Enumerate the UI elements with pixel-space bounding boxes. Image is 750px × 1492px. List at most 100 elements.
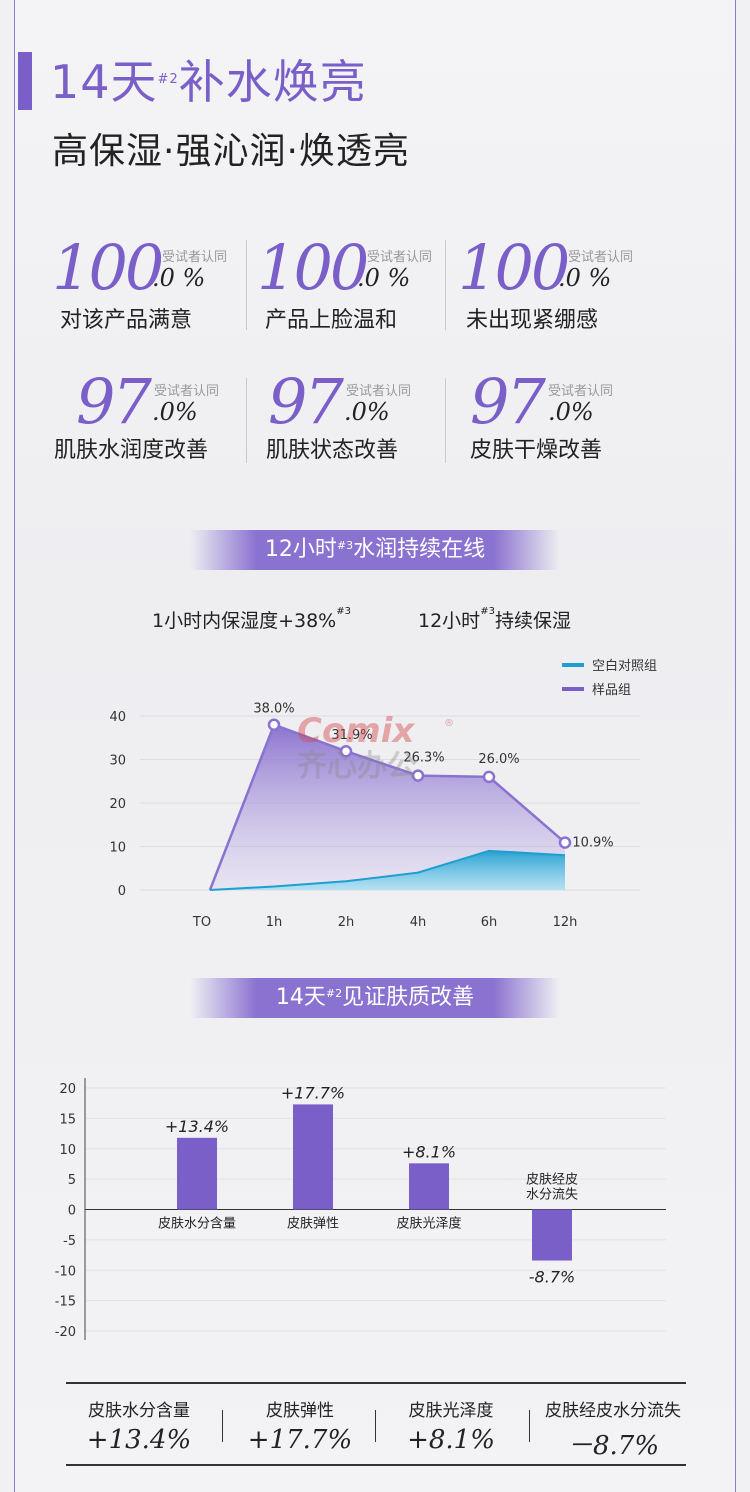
watermark-reg: ®: [444, 718, 454, 729]
hero-title-footnote: #2: [157, 72, 179, 87]
x-tick-label: 1h: [266, 915, 283, 930]
y-tick-label: 15: [59, 1112, 76, 1127]
caption-footnote: #3: [336, 606, 351, 617]
banner-footnote: #2: [325, 987, 343, 1000]
category-label: 皮肤弹性: [287, 1217, 339, 1232]
stat-decimal: .0%: [152, 398, 198, 426]
y-tick-label: 0: [68, 1204, 76, 1219]
summary-value: +13.4%: [86, 1425, 192, 1455]
summary-value: +8.1%: [407, 1425, 495, 1455]
y-tick-label: 30: [109, 754, 126, 769]
bar: [293, 1104, 333, 1210]
banner-text: 见证肤质改善: [342, 985, 475, 1010]
section-banner-hydration: 12小时#3水润持续在线: [190, 530, 560, 570]
divider: [246, 240, 247, 330]
control-series-line: [209, 849, 566, 891]
legend-swatch-control: [562, 663, 584, 667]
stat-tag: 受试者认同: [367, 250, 433, 265]
banner-text: 水润持续在线: [353, 537, 486, 562]
stat-tag: 受试者认同: [162, 250, 228, 265]
sample-area-fill: [210, 724, 565, 890]
category-label: 水分流失: [526, 1188, 578, 1203]
sample-data-label: 26.3%: [403, 751, 444, 766]
stat-card: 97 受试者认同 .0% 肌肤状态改善: [266, 365, 468, 480]
y-tick-label: 20: [59, 1082, 76, 1097]
divider: [246, 378, 247, 463]
hydration-area-chart: 0 10 20 30 40 TO 1h 2h 4h 6h 12h 38.0% 31.9% 26.3% 2…: [109, 658, 657, 930]
hero-title-text: 补水焕亮: [178, 55, 367, 109]
y-tick-label: 0: [118, 884, 126, 899]
watermark-cn: 齐心办公: [297, 749, 417, 784]
summary-label: 皮肤弹性: [266, 1401, 334, 1421]
bar: [409, 1163, 449, 1210]
bar-data-label: +8.1%: [402, 1142, 456, 1161]
watermark-brand: Comix: [297, 711, 415, 751]
summary-item: 皮肤水分含量 +13.4%: [64, 1396, 214, 1455]
y-tick-label: -5: [63, 1234, 76, 1249]
category-label: 皮肤水分含量: [158, 1216, 236, 1232]
sample-point: [339, 744, 353, 758]
x-tick-label: TO: [192, 915, 211, 930]
hero-accent-bar: [18, 52, 32, 110]
caption-text: 1小时内保湿度+38%: [152, 610, 337, 632]
bar: [177, 1137, 217, 1210]
y-tick-label: -15: [55, 1295, 76, 1310]
y-tick-label: -10: [55, 1264, 76, 1279]
stat-value: 97: [76, 365, 152, 438]
stat-tag: 受试者认同: [548, 384, 614, 399]
sample-data-label: 31.9%: [331, 728, 372, 743]
bar-data-label: +13.4%: [165, 1117, 229, 1136]
stat-card: 97 受试者认同 .0% 皮肤干燥改善: [470, 370, 670, 480]
stat-decimal: .0 %: [558, 264, 612, 292]
summary-label: 皮肤光泽度: [408, 1401, 494, 1421]
summary-value: +17.7%: [247, 1425, 353, 1455]
hero-subtitle: 高保湿·强沁润·焕透亮: [52, 131, 410, 172]
stat-card: 100 受试者认同 .0 % 未出现紧绷感: [458, 236, 658, 346]
bar: [532, 1209, 572, 1261]
divider: [529, 1410, 530, 1442]
caption-footnote: #3: [480, 606, 495, 617]
legend-swatch-sample: [562, 687, 584, 691]
banner-text: 14天: [275, 985, 326, 1010]
y-tick-label: 5: [68, 1173, 76, 1188]
sample-data-label: 38.0%: [253, 702, 294, 717]
stat-label: 皮肤干燥改善: [470, 438, 603, 463]
summary-item: 皮肤经皮水分流失 －8.7%: [538, 1396, 688, 1462]
stat-decimal: .0 %: [357, 264, 411, 292]
banner-text: 12小时: [264, 537, 337, 562]
y-tick-label: -20: [55, 1325, 76, 1340]
stat-label: 未出现紧绷感: [466, 308, 599, 333]
divider: [445, 240, 446, 330]
divider: [445, 378, 446, 463]
category-label: 皮肤经皮: [526, 1173, 578, 1188]
sample-data-label: 26.0%: [478, 752, 519, 767]
summary-top-rule: [66, 1382, 686, 1384]
stat-tag: 受试者认同: [154, 384, 220, 399]
summary-item: 皮肤弹性 +17.7%: [225, 1396, 375, 1455]
skin-improvement-bar-chart: 20 15 10 5 0 -5 -10 -15 -20 皮肤水分含量 皮肤弹性 皮肤光泽度 皮肤经皮水…: [55, 1078, 666, 1340]
stat-label: 产品上脸温和: [265, 308, 398, 333]
stat-card: 100 受试者认同 .0 % 对该产品满意: [52, 236, 252, 346]
stat-label: 对该产品满意: [60, 308, 193, 333]
sample-point: [411, 769, 425, 782]
y-tick-label: 20: [109, 797, 126, 812]
stat-decimal: .0%: [548, 398, 594, 426]
summary-label: 皮肤经皮水分流失: [545, 1401, 681, 1421]
bar-data-label: +17.7%: [281, 1083, 345, 1102]
stat-label: 肌肤水润度改善: [54, 438, 209, 463]
page-frame: [14, 0, 736, 1492]
sample-point: [482, 770, 496, 784]
summary-value: －8.7%: [566, 1431, 660, 1461]
x-tick-label: 2h: [338, 915, 355, 930]
stat-tag: 受试者认同: [346, 384, 412, 399]
stat-card: 100 受试者认同 .0 % 产品上脸温和: [257, 236, 457, 346]
hero-title: 14天#2补水焕亮: [50, 52, 367, 112]
stat-value: 97: [470, 365, 546, 438]
stat-value: 97: [268, 365, 344, 438]
y-tick-label: 40: [109, 710, 126, 725]
divider: [375, 1410, 376, 1442]
stat-tag: 受试者认同: [568, 250, 634, 265]
sample-series-line: [208, 723, 566, 891]
divider: [222, 1410, 223, 1442]
summary-label: 皮肤水分含量: [88, 1401, 190, 1421]
